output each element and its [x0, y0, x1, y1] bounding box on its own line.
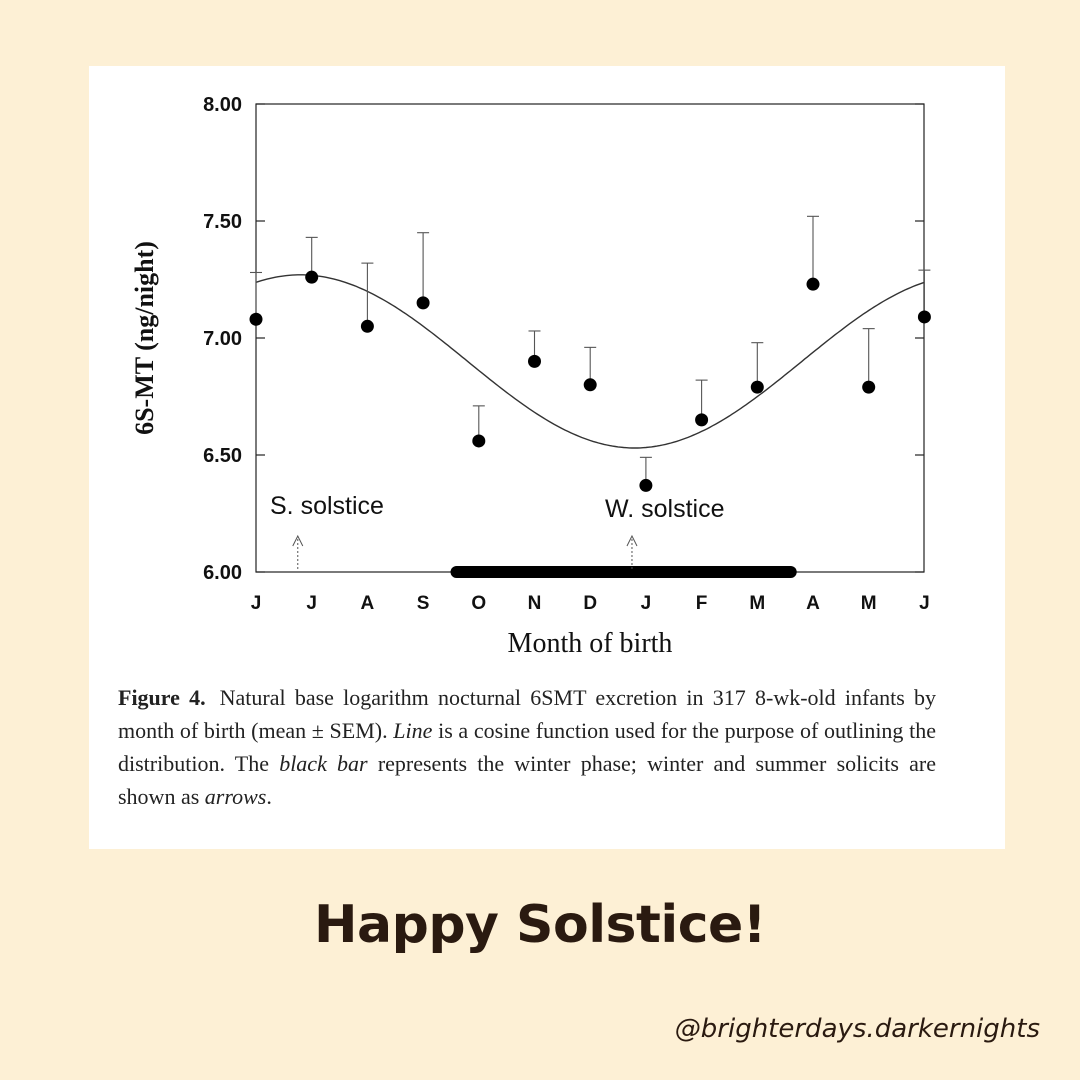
chart: 6.00 6.50 7.00 7.50 8.00 6S-MT (ng/night) J J A S… [130, 94, 931, 659]
x-tick-label: M [861, 593, 877, 614]
caption-italic-1: Line [393, 718, 433, 743]
x-tick-label: S [417, 593, 430, 614]
x-tick-label: O [471, 593, 486, 614]
data-point [806, 277, 820, 291]
data-point [249, 312, 263, 326]
caption-text-4: . [266, 784, 272, 809]
data-point [695, 413, 709, 427]
data-point [917, 310, 931, 324]
data-point [360, 319, 374, 333]
caption-text-1: Natural base logarithm nocturnal 6SMT ex… [118, 685, 936, 743]
y-tick-label: 7.50 [203, 211, 242, 233]
figure-card: 6.00 6.50 7.00 7.50 8.00 6S-MT (ng/night) J J A S… [89, 66, 1005, 849]
data-point [750, 380, 764, 394]
y-tick-label: 7.00 [203, 328, 242, 350]
caption-text-3: represents the winter phase; winter and … [118, 751, 936, 809]
solstice-arrow-head [626, 534, 638, 547]
x-tick-label: F [696, 593, 708, 614]
x-tick-label: A [361, 593, 375, 614]
social-handle: @brighterdays.darkernights [674, 1014, 1040, 1044]
y-tick-label: 6.50 [203, 445, 242, 467]
caption-italic-3: arrows [204, 784, 267, 809]
x-tick-label: D [583, 593, 597, 614]
x-tick-label: J [251, 593, 262, 614]
x-tick-label: J [306, 593, 317, 614]
data-point [639, 478, 653, 492]
summer-solstice-label: S. solstice [270, 492, 384, 520]
data-point [416, 296, 430, 310]
y-tick-label: 8.00 [203, 94, 242, 116]
x-tick-label: A [806, 593, 820, 614]
x-tick-label: J [641, 593, 652, 614]
data-point [305, 270, 319, 284]
y-tick-label: 6.00 [203, 562, 242, 584]
x-tick-label: J [919, 593, 930, 614]
data-point [583, 378, 597, 392]
solstice-arrow-head [292, 534, 304, 547]
x-tick-label: N [528, 593, 542, 614]
winter-solstice-label: W. solstice [605, 495, 724, 523]
caption-label: Figure 4. [118, 685, 206, 710]
figure-caption: Figure 4. Natural base logarithm nocturna… [118, 681, 936, 813]
caption-text-2: is a cosine function used for the purpos… [118, 718, 936, 776]
x-axis-label: Month of birth [508, 628, 673, 659]
caption-italic-2: black bar [279, 751, 368, 776]
y-axis-label: 6S-MT (ng/night) [130, 241, 159, 435]
x-tick-label: M [749, 593, 765, 614]
headline: Happy Solstice! [314, 895, 767, 955]
data-point [472, 434, 486, 448]
data-point [528, 354, 541, 368]
data-point [862, 380, 876, 394]
